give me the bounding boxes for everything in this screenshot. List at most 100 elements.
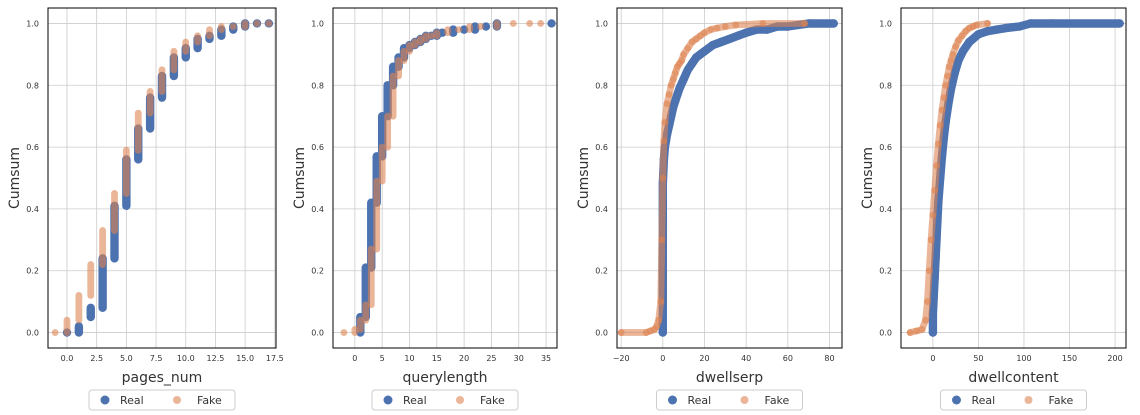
x-tick-label: 20 <box>699 354 709 363</box>
data-point <box>657 298 665 306</box>
data-point <box>973 21 981 29</box>
data-point <box>665 91 673 98</box>
data-point <box>929 211 937 219</box>
data-point <box>477 23 484 30</box>
legend-marker-fake <box>740 396 749 404</box>
x-tick-label: 0 <box>930 354 935 363</box>
data-point <box>992 25 1001 34</box>
data-point <box>671 69 679 77</box>
y-tick-label: 0.2 <box>311 267 324 276</box>
data-point <box>950 68 959 78</box>
plot-frame <box>900 7 1127 349</box>
x-tick-label: 80 <box>824 354 834 363</box>
data-curve <box>928 19 1124 337</box>
data-point <box>661 118 669 126</box>
y-tick-label: 0.4 <box>595 205 608 214</box>
data-point <box>752 25 761 34</box>
data-point <box>906 329 914 336</box>
data-point <box>958 47 968 56</box>
data-point <box>947 57 955 64</box>
plot-frame <box>47 7 277 349</box>
series-fake <box>617 20 808 336</box>
legend-box <box>940 389 1087 411</box>
data-point <box>984 20 991 27</box>
y-tick-label: 0.6 <box>879 143 892 152</box>
data-curve <box>617 20 808 336</box>
y-tick-label: 0.8 <box>311 81 324 90</box>
data-point <box>683 65 693 75</box>
x-tick-label: 10 <box>404 354 414 363</box>
y-tick-label: 1.0 <box>311 19 324 28</box>
data-point <box>716 37 726 47</box>
data-point <box>928 328 938 337</box>
y-tick-label: 1.0 <box>595 19 608 28</box>
y-tick-label: 0.0 <box>595 329 608 338</box>
data-point <box>1048 19 1057 28</box>
data-point <box>1001 23 1010 33</box>
legend-label-real: Real <box>403 394 427 407</box>
x-axis-label: dwellcontent <box>968 370 1059 386</box>
legend-box <box>656 389 803 411</box>
legend-marker-fake <box>1024 396 1033 404</box>
data-point <box>974 30 983 39</box>
data-point <box>759 20 767 27</box>
data-point <box>931 254 940 263</box>
data-point <box>930 272 939 282</box>
plot-frame <box>616 7 843 349</box>
legend-label-fake: Fake <box>1049 394 1074 407</box>
y-axis-label: Cumsum <box>576 147 592 209</box>
x-tick-label: 10.0 <box>177 354 195 363</box>
legend: Real Fake <box>656 389 803 411</box>
data-point <box>687 59 697 68</box>
legend-label-real: Real <box>688 394 712 407</box>
data-point <box>954 56 963 65</box>
data-point <box>942 81 950 89</box>
data-point <box>928 309 938 319</box>
data-point <box>51 329 59 336</box>
data-point <box>684 44 692 52</box>
y-tick-label: 0.4 <box>879 205 892 214</box>
data-point <box>663 100 671 108</box>
y-tick-label: 0.0 <box>311 329 324 338</box>
data-point <box>944 72 951 80</box>
x-tick-label: 15.0 <box>236 354 254 363</box>
chart-panel-1: 0.0 2.5 5.0 7.5 10.0 12.5 15.0 17.5 0.0 0.2 0.4 0.6… <box>7 7 284 411</box>
data-point <box>653 322 660 330</box>
series-fake <box>906 20 991 336</box>
x-axis-label: querylength <box>402 370 487 386</box>
chart-panel-4: 0 50 100 150 200 0.0 0.2 0.4 0.6 0.8 1.0 dwellconte… <box>860 7 1127 411</box>
y-tick-label: 0.8 <box>595 81 608 90</box>
legend-label-fake: Fake <box>765 394 790 407</box>
data-point <box>537 20 545 27</box>
data-point <box>658 328 668 337</box>
x-tick-label: 12.5 <box>207 354 225 363</box>
data-point <box>617 329 625 336</box>
x-tick-label: 17.5 <box>266 354 284 363</box>
data-point <box>940 94 948 102</box>
x-axis-label: dwellserp <box>696 370 763 386</box>
data-point <box>949 50 957 58</box>
data-point <box>983 26 992 36</box>
data-point <box>340 329 348 336</box>
x-tick-label: 0.0 <box>61 354 74 363</box>
y-tick-label: 0.4 <box>311 205 324 214</box>
data-point <box>958 32 966 40</box>
legend-marker-real <box>383 395 393 405</box>
x-tick-label: −20 <box>613 354 630 363</box>
y-tick-label: 1.0 <box>879 19 892 28</box>
legend-label-real: Real <box>972 394 996 407</box>
data-point <box>455 26 463 34</box>
x-tick-label: 25 <box>486 354 496 363</box>
data-point <box>229 23 237 30</box>
x-tick-label: 50 <box>973 354 983 363</box>
x-tick-label: 5.0 <box>120 354 133 363</box>
data-point <box>265 20 273 27</box>
data-point <box>913 327 920 335</box>
legend-marker-real <box>668 395 677 405</box>
data-point <box>1115 19 1124 28</box>
data-point <box>732 21 740 29</box>
data-point <box>965 37 974 47</box>
legend-marker-real <box>952 395 961 405</box>
y-tick-label: 0.8 <box>879 81 892 90</box>
